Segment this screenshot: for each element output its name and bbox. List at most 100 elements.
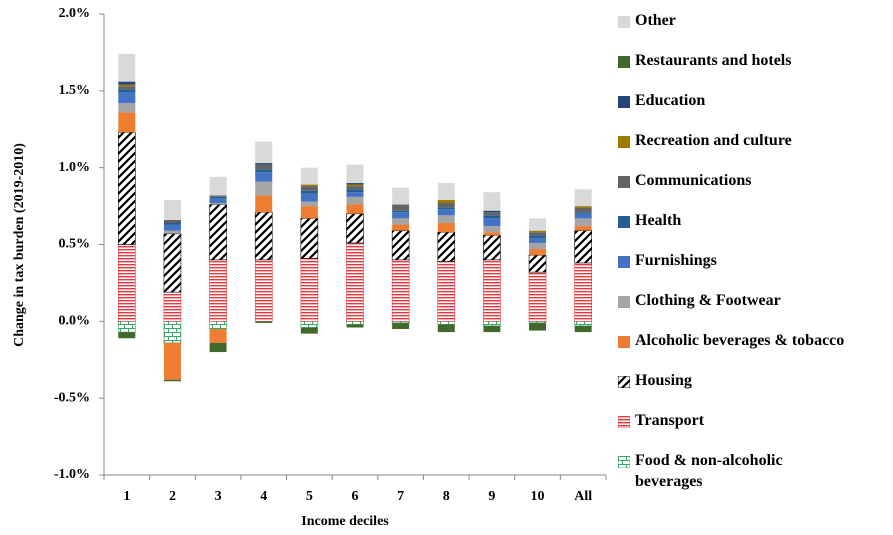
legend-swatch [618, 296, 630, 308]
bar-segment [392, 212, 410, 219]
bar-segment [529, 238, 547, 243]
bar-segment [209, 321, 227, 330]
bar-segment [483, 234, 501, 261]
bar-segment [574, 213, 592, 219]
x-tick-label: 9 [488, 489, 495, 504]
bar-segment [529, 249, 547, 256]
bar-segment [574, 262, 592, 322]
legend-swatch [618, 456, 630, 468]
bar-segment [209, 329, 227, 343]
y-tick-label: 0.0% [59, 314, 91, 329]
bar-segment [118, 244, 136, 322]
legend-item: Communications [618, 168, 890, 208]
legend-label: Education [635, 92, 706, 109]
bar-segment [255, 141, 273, 164]
bar-segment [529, 232, 547, 236]
bar-segment [483, 218, 501, 227]
bar-segment [254, 259, 273, 322]
bar-segment [437, 199, 455, 204]
bar-segment [346, 186, 364, 190]
legend-item: Education [618, 88, 890, 128]
bar-segment [209, 198, 227, 204]
bar-segment [209, 176, 227, 196]
bar-segment [346, 321, 364, 325]
bar-segment [437, 321, 456, 325]
bar-segment [392, 224, 410, 231]
bar-segment [574, 207, 592, 213]
bar-segment [300, 327, 318, 334]
x-tick-label: 5 [306, 489, 313, 504]
bar-segment [163, 224, 181, 231]
bar-segment [255, 321, 273, 323]
bar-segment [392, 187, 410, 205]
y-tick-label: 0.5% [59, 237, 91, 252]
legend-label: Restaurants and hotels [635, 52, 792, 69]
bar-segment [529, 322, 547, 331]
bar-segment [437, 183, 455, 200]
bar-segment [346, 242, 364, 322]
legend-label: Recreation and culture [635, 132, 792, 149]
x-axis-title: Income deciles [301, 514, 389, 529]
legend-swatch [618, 376, 630, 388]
bar-segment [255, 163, 273, 165]
legend-item: Health [618, 208, 890, 248]
bar-segment [163, 219, 181, 223]
bar-segment [255, 164, 273, 170]
x-tick-label: 10 [531, 489, 545, 504]
legend-label: Furnishings [635, 252, 717, 269]
bar-segment [300, 258, 319, 322]
bar-segment [346, 192, 364, 197]
x-tick-label: 2 [169, 489, 176, 504]
bar-segment [300, 186, 318, 191]
bar-segment [483, 192, 501, 211]
bar-segment [437, 222, 455, 233]
bar-segment [483, 259, 501, 322]
bar-segment [118, 132, 136, 245]
y-tick-label: 2.0% [59, 6, 91, 21]
legend-label: Communications [635, 172, 752, 189]
bar-segment [118, 89, 136, 93]
bar-segment [346, 213, 364, 244]
bar-segment [437, 324, 455, 333]
bar-segment [346, 189, 364, 193]
bar-segment [118, 112, 136, 133]
bar-segment [392, 204, 410, 211]
bar-segment [118, 84, 136, 87]
bar-segment [163, 222, 181, 225]
legend-item: Housing [618, 368, 890, 408]
legend-swatch [618, 216, 630, 228]
bar-segment [209, 196, 227, 199]
bar-segment [300, 321, 319, 328]
bar-segment [118, 86, 136, 90]
bar-segment [300, 167, 318, 185]
y-tick-label: -0.5% [54, 390, 90, 405]
bar-segment [437, 215, 455, 223]
bar-segment [437, 261, 456, 322]
bar-segment [163, 379, 181, 382]
y-tick-label: 1.5% [59, 83, 91, 98]
bar-segment [529, 218, 547, 231]
bar-segment [300, 201, 318, 207]
legend-item: Clothing & Footwear [618, 288, 890, 328]
legend-label: Transport [635, 412, 705, 429]
bar-segment [391, 230, 410, 261]
bar-segment [392, 210, 410, 213]
bar-segment [346, 184, 364, 187]
bar-segment [209, 342, 227, 353]
legend-label: Other [635, 12, 676, 29]
legend-item: Food & non-alcoholic beverages [618, 448, 890, 490]
bar-segment [300, 206, 318, 219]
bar-segment [118, 53, 136, 82]
legend-swatch [618, 96, 630, 108]
legend-swatch [618, 16, 630, 28]
bar-segment [209, 259, 227, 322]
bar-segment [209, 203, 227, 205]
bar-segment [574, 218, 592, 227]
legend: Other Restaurants and hotels Education Recr… [618, 8, 890, 490]
legend-swatch [618, 136, 630, 148]
bar-segment [574, 321, 592, 327]
legend-item: Restaurants and hotels [618, 48, 890, 88]
bar-segment [391, 259, 410, 322]
bar-segment [483, 325, 501, 333]
bar-segment [574, 325, 592, 333]
